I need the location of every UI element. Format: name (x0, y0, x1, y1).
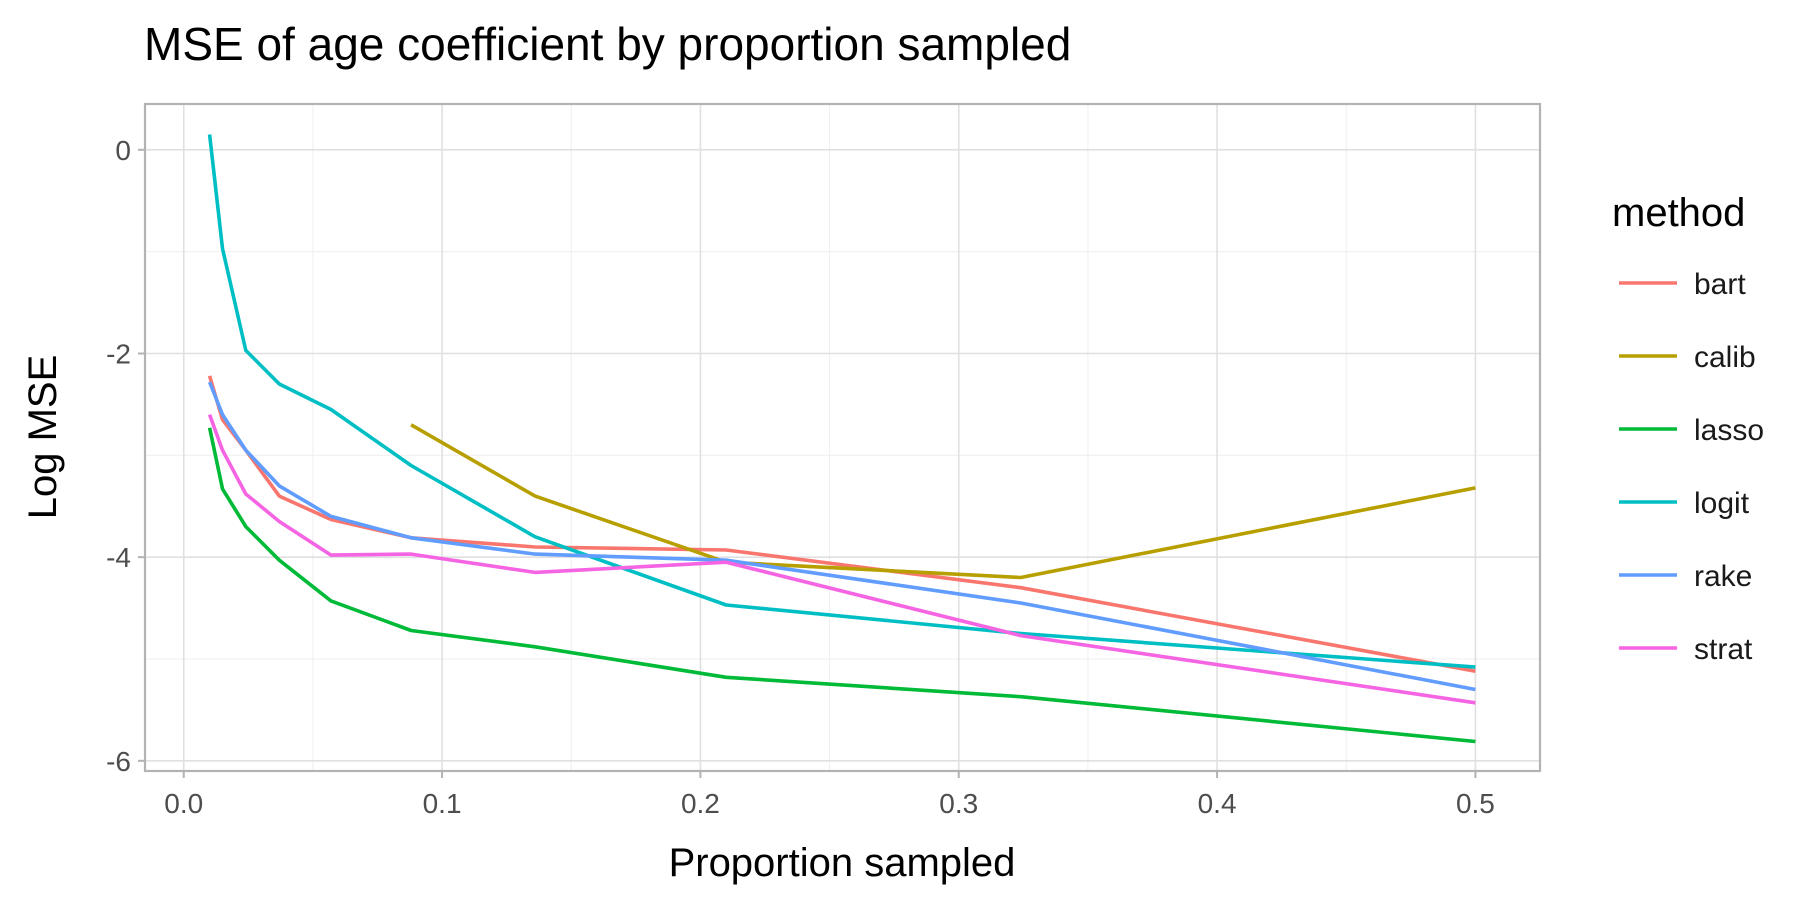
x-tick-label: 0.2 (681, 788, 720, 819)
legend: method bart calib lasso logit rake strat (1612, 191, 1764, 666)
grid (145, 104, 1540, 771)
x-tick-label: 0.1 (423, 788, 462, 819)
series-lines (207, 134, 1476, 744)
axis-ticks: 0.0 0.1 0.2 0.3 0.4 0.5 0 -2 -4 -6 (106, 135, 1495, 819)
x-axis-title: Proportion sampled (669, 841, 1016, 885)
legend-label-logit: logit (1694, 487, 1750, 520)
legend-label-strat: strat (1694, 633, 1753, 666)
y-tick-label: 0 (115, 135, 131, 166)
x-tick-label: 0.4 (1198, 788, 1237, 819)
series-line-rake (207, 381, 1476, 692)
legend-label-bart: bart (1694, 268, 1746, 301)
legend-label-calib: calib (1694, 341, 1756, 374)
series-line-lasso (207, 427, 1476, 744)
legend-label-rake: rake (1694, 560, 1752, 593)
series-line-logit (207, 134, 1476, 669)
y-tick-label: -6 (106, 746, 131, 777)
chart-title: MSE of age coefficient by proportion sam… (144, 18, 1071, 70)
y-tick-label: -2 (106, 338, 131, 369)
plot-panel-border (143, 102, 1542, 773)
series-line-strat (207, 413, 1476, 705)
legend-title: method (1612, 191, 1745, 235)
x-tick-label: 0.5 (1456, 788, 1495, 819)
legend-items: bart calib lasso logit rake strat (1619, 268, 1764, 666)
x-tick-label: 0.0 (164, 788, 203, 819)
x-tick-label: 0.3 (939, 788, 978, 819)
legend-label-lasso: lasso (1694, 414, 1764, 447)
y-axis-title: Log MSE (21, 355, 65, 520)
y-tick-label: -4 (106, 542, 131, 573)
